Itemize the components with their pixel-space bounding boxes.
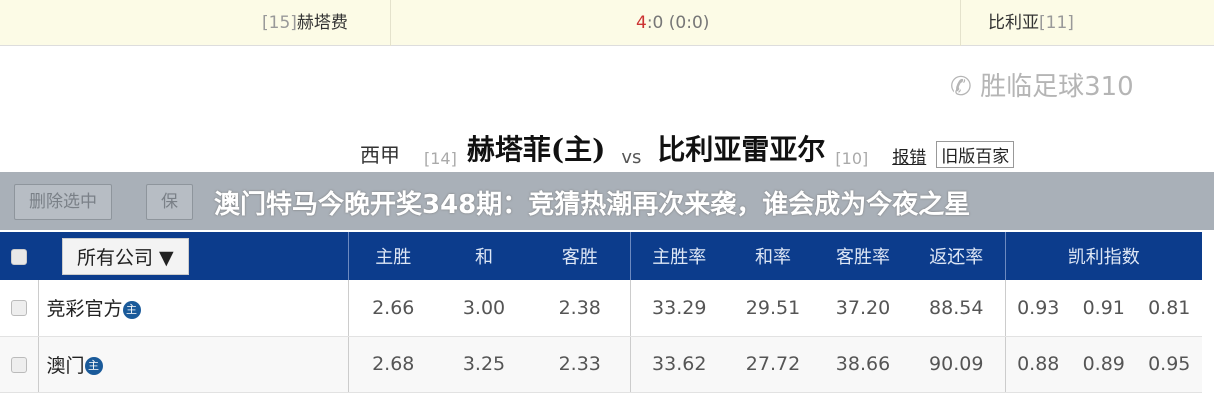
odds-away: 2.38 [530,280,630,337]
company-select[interactable]: 所有公司 ▼ [62,237,189,275]
prev-away[interactable]: 比利亚[11] [988,0,1074,46]
odds-away: 2.33 [530,336,630,393]
company-filter[interactable]: 所有公司 ▼ [38,232,348,280]
company-name: 澳门 [46,354,85,377]
away-team: 比利亚雷亚尔 [657,133,826,166]
odds-table: 所有公司 ▼ 主胜 和 客胜 主胜率 和率 客胜率 返还率 凯利指数 竞彩官方主… [0,232,1202,393]
score-home: 4 [636,13,647,33]
kelly-away: 0.81 [1148,296,1191,319]
report-error-link[interactable]: 报错 [892,148,927,168]
toolbar: 删除选中 保 [0,172,1214,230]
delete-selected-button[interactable]: 删除选中 [14,184,112,220]
divider [390,0,391,46]
kelly-draw: 0.89 [1082,353,1125,375]
col-home-rate: 主胜率 [629,232,728,280]
kelly-away: 0.95 [1148,353,1191,375]
kelly-home: 0.88 [1017,353,1060,375]
rate-away: 37.20 [818,280,908,337]
previous-match-bar: [15]赫塔费 4:0 (0:0) 比利亚[11] [0,0,1214,46]
company-cell[interactable]: 竞彩官方主 [37,280,348,337]
prev-home-name: 赫塔费 [296,13,348,33]
odds-home: 2.68 [347,336,438,393]
rate-draw: 29.51 [728,280,818,337]
home-badge-icon: 主 [122,300,141,319]
home-badge-icon: 主 [84,357,103,375]
kelly-draw: 0.91 [1082,296,1125,319]
table-header: 所有公司 ▼ 主胜 和 客胜 主胜率 和率 客胜率 返还率 凯利指数 [0,232,1202,280]
col-home-win: 主胜 [347,232,438,280]
row-checkbox[interactable] [0,280,38,337]
save-button[interactable]: 保 [146,184,193,220]
rate-home: 33.29 [629,280,728,337]
kelly-cell: 0.93 0.91 0.81 [1004,280,1202,337]
kelly-home: 0.93 [1017,296,1060,319]
col-kelly: 凯利指数 [1004,232,1202,280]
return-rate: 88.54 [908,280,1005,337]
kelly-cell: 0.88 0.89 0.95 [1004,336,1202,393]
divider [960,0,961,46]
home-team: 赫塔菲(主) [466,133,606,166]
watermark-text: 胜临足球310 [980,72,1134,102]
company-cell[interactable]: 澳门主 [37,336,348,393]
watermark: ✆ 胜临足球310 [950,66,1134,103]
home-rank: [14] [424,149,457,168]
row-checkbox[interactable] [0,336,38,393]
col-away-rate: 客胜率 [818,232,908,280]
rate-draw: 27.72 [728,336,818,393]
odds-draw: 3.00 [438,280,530,337]
prev-home[interactable]: [15]赫塔费 [262,0,348,46]
league: 西甲 [360,143,400,167]
wechat-icon: ✆ [950,72,981,102]
prev-home-rank: [15] [262,13,297,33]
return-rate: 90.09 [908,336,1005,393]
match-title: 西甲 [14] 赫塔菲(主) vs 比利亚雷亚尔 [10] 报错 旧版百家 [360,128,1015,168]
headline-banner: 澳门特马今晚开奖348期：竞猜热潮再次来袭，谁会成为今夜之星 [214,190,971,220]
odds-draw: 3.25 [438,336,530,393]
table-row: 竞彩官方主 2.66 3.00 2.38 33.29 29.51 37.20 8… [0,280,1202,337]
col-away-win: 客胜 [530,232,630,280]
prev-away-rank: [11] [1039,13,1074,33]
col-draw-rate: 和率 [728,232,818,280]
table-row: 澳门主 2.68 3.25 2.33 33.62 27.72 38.66 90.… [0,336,1202,393]
prev-away-name: 比利亚 [988,13,1039,33]
away-rank: [10] [835,149,869,168]
prev-score: 4:0 (0:0) [636,0,709,46]
vs-label: vs [621,147,642,168]
rate-away: 38.66 [818,336,908,393]
score-rest: :0 (0:0) [646,13,710,33]
odds-home: 2.66 [347,280,438,337]
col-draw: 和 [438,232,530,280]
old-version-button[interactable]: 旧版百家 [936,141,1015,168]
select-all-checkbox[interactable] [0,232,38,280]
company-name: 竞彩官方 [46,298,123,321]
col-return-rate: 返还率 [908,232,1005,280]
rate-home: 33.62 [629,336,728,393]
